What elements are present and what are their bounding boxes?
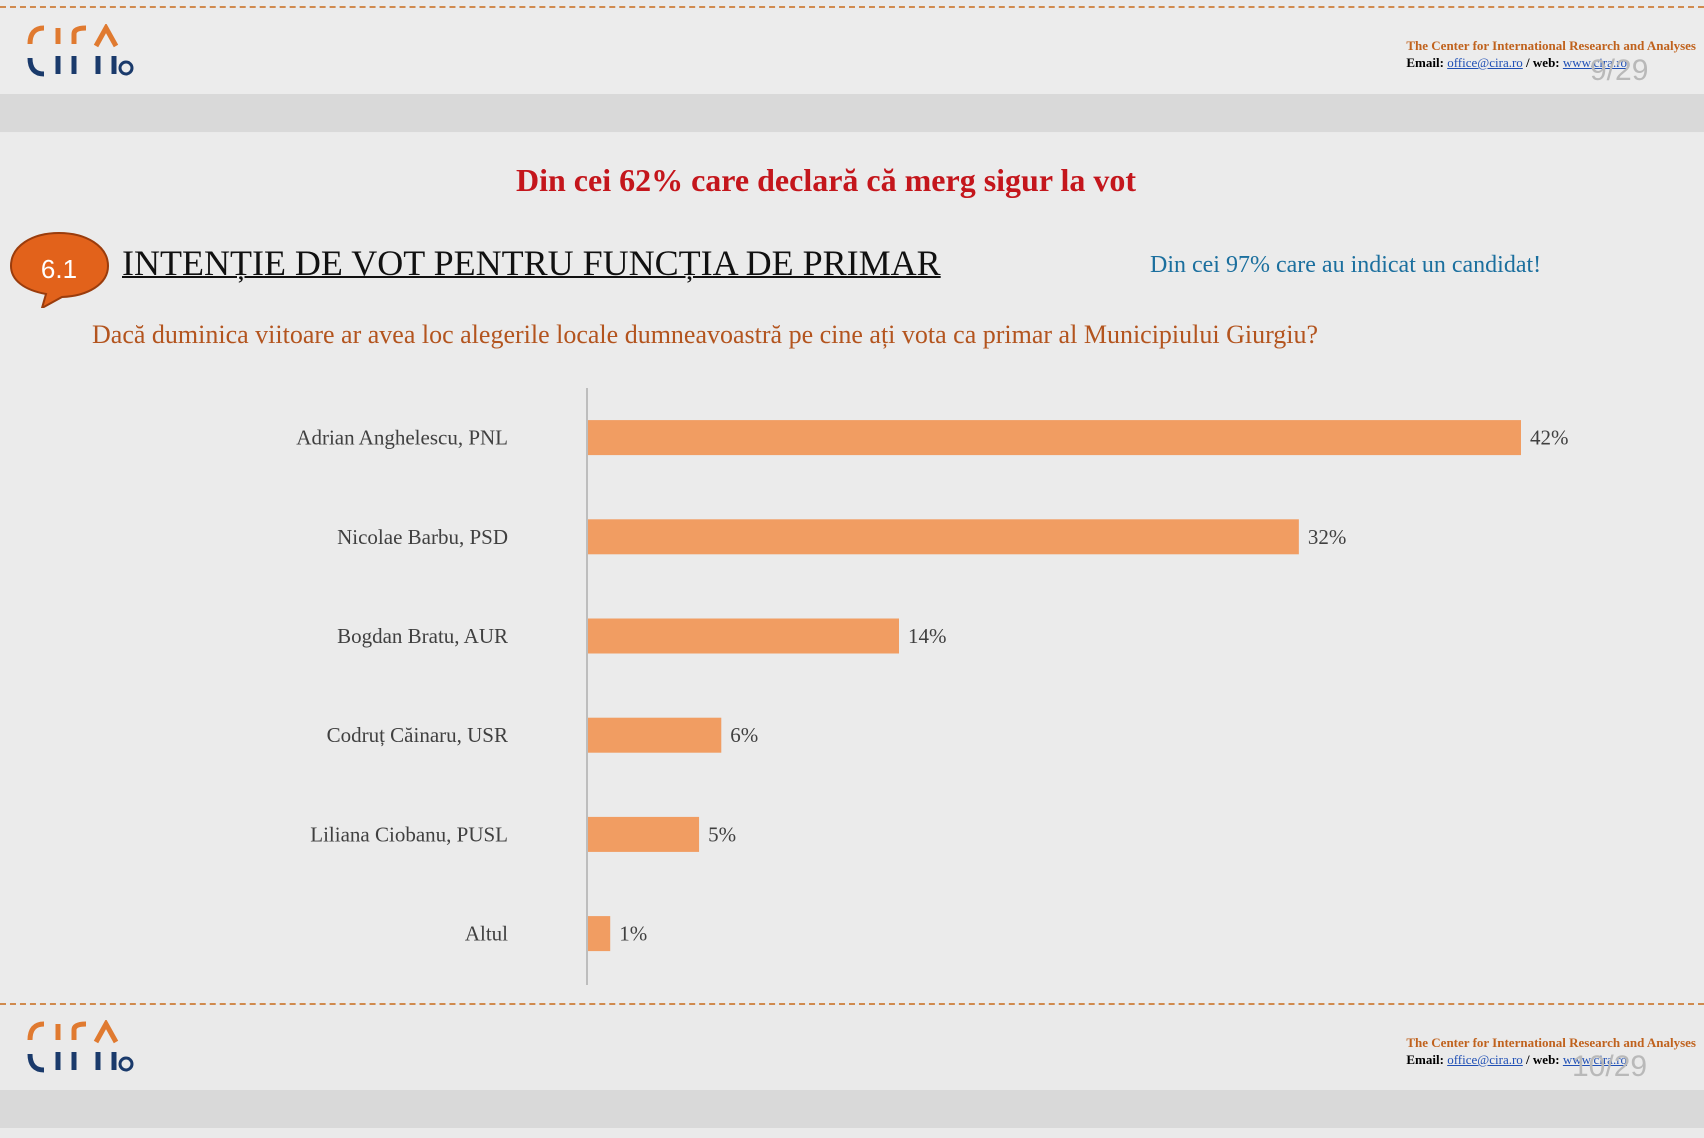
org-name: The Center for International Research an…	[1406, 38, 1696, 53]
page-number-footer: 10/29	[1572, 1050, 1648, 1083]
org-name-footer: The Center for International Research an…	[1406, 1035, 1696, 1050]
web-link-footer[interactable]: www.cira.ro	[1562, 1052, 1628, 1067]
survey-question: Dacă duminica viitoare ar avea loc alege…	[92, 320, 1319, 349]
bottom-dashed-divider	[0, 1003, 1704, 1005]
bar	[588, 618, 899, 654]
value-label: 14%	[908, 624, 947, 648]
org-contact-footer: The Center for International Research an…	[1406, 1034, 1696, 1068]
value-label: 1%	[619, 922, 647, 946]
value-label: 42%	[1530, 426, 1569, 450]
cira-logo-footer	[27, 1020, 134, 1073]
top-dashed-divider	[0, 6, 1704, 8]
email-label: Email:	[1406, 55, 1444, 70]
category-label: Codruț Căinaru, USR	[327, 723, 508, 747]
contact-line: Email: office@cira.ro / web: www.cira.ro	[1406, 54, 1696, 71]
value-label: 5%	[708, 822, 736, 846]
category-label: Adrian Anghelescu, PNL	[296, 426, 508, 450]
web-link[interactable]: www.cira.ro	[1562, 55, 1628, 70]
value-label: 32%	[1308, 525, 1347, 549]
bar	[588, 916, 611, 952]
page-number: 9/29	[1590, 54, 1649, 87]
value-label: 6%	[730, 723, 758, 747]
category-label: Nicolae Barbu, PSD	[337, 525, 508, 549]
section-bubble-icon	[9, 231, 110, 308]
email-label-footer: Email:	[1406, 1052, 1444, 1067]
slide-body	[0, 133, 1704, 1003]
category-label: Bogdan Bratu, AUR	[337, 624, 508, 648]
category-label: Liliana Ciobanu, PUSL	[310, 822, 508, 846]
bar	[588, 816, 700, 852]
section-title: INTENȚIE DE VOT PENTRU FUNCȚIA DE PRIMAR	[122, 243, 941, 283]
category-label: Altul	[465, 922, 508, 946]
page-header	[0, 10, 1704, 94]
contact-line-footer: Email: office@cira.ro / web: www.cira.ro	[1406, 1051, 1696, 1068]
candidate-note: Din cei 97% care au indicat un candidat!	[1150, 252, 1542, 278]
footer-band	[0, 1090, 1704, 1128]
web-label-footer: / web:	[1526, 1052, 1560, 1067]
bar	[588, 717, 722, 753]
slide-headline: Din cei 62% care declară că merg sigur l…	[516, 162, 1136, 198]
bar	[588, 420, 1521, 456]
cira-logo	[27, 24, 134, 77]
org-contact-header: The Center for International Research an…	[1406, 37, 1696, 71]
email-link-footer[interactable]: office@cira.ro	[1447, 1052, 1523, 1067]
web-label: / web:	[1526, 55, 1560, 70]
header-band	[0, 94, 1704, 132]
vote-intention-bar-chart: Adrian Anghelescu, PNL 42% Nicolae Barbu, …	[296, 388, 1569, 985]
bar	[588, 519, 1299, 555]
section-number: 6.1	[40, 253, 78, 284]
email-link[interactable]: office@cira.ro	[1447, 55, 1523, 70]
